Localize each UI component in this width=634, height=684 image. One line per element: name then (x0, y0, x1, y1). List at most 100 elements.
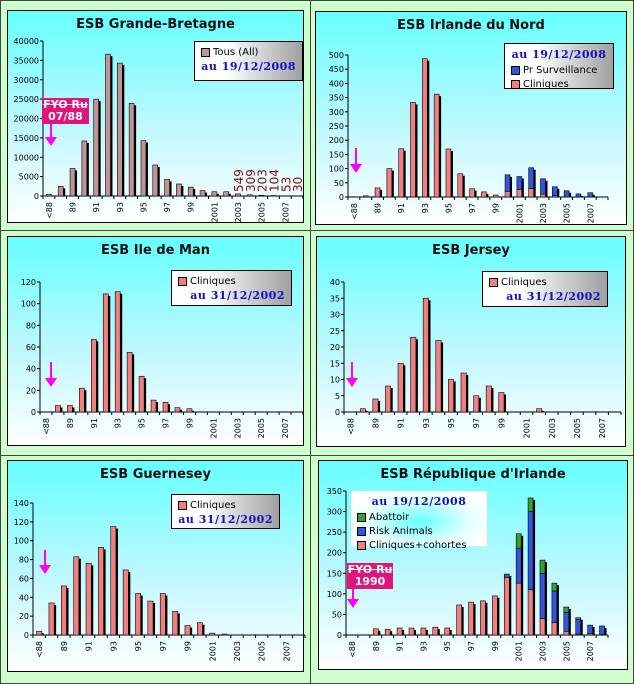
y-tick-label: 400 (329, 79, 344, 88)
arrow-head-icon (39, 565, 51, 574)
bar-89 (67, 405, 73, 413)
bar-2003 (539, 559, 546, 574)
bar-93 (117, 62, 123, 197)
bar-92 (105, 53, 111, 197)
x-tick-label: 2007 (282, 641, 291, 661)
chart-2: ESB Ile de Man 0 20 40 60 80 100 120 <88 89 91 93 95… (7, 236, 304, 446)
bar-2000 (503, 577, 510, 636)
bar-97 (473, 395, 480, 413)
legend: au 19/12/2008 Abattoir Risk Animals Cliniqu… (351, 491, 487, 551)
legend-item: Cliniques+cohortes (357, 538, 481, 552)
x-tick-label: 91 (85, 641, 94, 651)
legend-label: Cliniques (190, 275, 236, 287)
legend-swatch (511, 79, 520, 89)
bar-2000 (504, 191, 511, 198)
y-tick-label: 100 (21, 300, 36, 309)
bar-98 (481, 191, 487, 198)
bar-88 (57, 186, 64, 197)
y-tick-label: 0 (335, 408, 340, 417)
x-tick-label: 89 (371, 418, 380, 428)
legend-date: au 31/12/2002 (178, 513, 273, 526)
bar-95 (445, 148, 452, 198)
y-tick-label: 450 (329, 65, 344, 74)
arrow-head-icon (45, 137, 57, 146)
data-label: 549 (232, 169, 246, 192)
x-tick-label: 95 (138, 418, 147, 428)
x-tick-label: 99 (492, 203, 501, 213)
chart-3: ESB Jersey 0 5 10 15 20 25 30 35 40 <88 89 91 93 95 97 9… (316, 236, 626, 447)
chart-plot: 0 5000 10000 15000 20000 25000 30000 35000 40000… (14, 37, 306, 222)
chart-plot: 0 50 100 150 200 250 300 350 <88 89 91 93 95 97 99 2001… (327, 487, 609, 661)
chart-title: ESB Ile de Man (101, 243, 210, 258)
bar-2005 (258, 194, 265, 197)
x-tick-label: 2005 (563, 203, 572, 223)
x-tick-label: 2001 (208, 641, 217, 661)
bar-91 (90, 339, 97, 413)
bar-2001 (516, 176, 523, 190)
chart-plot: 0 20 40 60 80 100 120 140 <88 89 91 93 95 97 99 2001 200… (14, 499, 306, 661)
bar-2002 (527, 497, 534, 512)
fyo-annotation: FYO Ru 07/88 (42, 98, 89, 124)
annotation-line1: FYO Ru (347, 563, 393, 576)
y-tick-label: 500 (329, 51, 344, 60)
bar-2004 (551, 582, 558, 592)
bar-2000 (197, 622, 203, 636)
y-tick-label: 100 (14, 537, 29, 546)
y-tick-label: 0 (337, 631, 342, 640)
annotation-line2: 1990 (354, 575, 386, 588)
bar-97 (468, 601, 474, 636)
bar-2001 (515, 533, 522, 549)
bar-98 (485, 385, 492, 413)
y-tick-label: 35000 (14, 56, 39, 65)
bar-94 (128, 103, 135, 197)
bar-89 (61, 585, 67, 636)
y-tick-label: 60 (19, 574, 29, 583)
x-tick-label: 2003 (234, 202, 243, 222)
bar-2007 (587, 624, 593, 634)
arrow-head-icon (350, 164, 362, 173)
x-tick-label: 97 (162, 418, 171, 428)
x-tick-label: 2001 (210, 202, 219, 222)
bar-93 (114, 291, 121, 413)
bar-89 (372, 628, 379, 636)
bar-2004 (552, 186, 558, 196)
x-tick-label: 89 (69, 202, 78, 212)
y-tick-label: 0 (339, 193, 344, 202)
bar-2002 (528, 188, 534, 198)
bar-2003 (539, 572, 546, 619)
legend-date: au 19/12/2008 (371, 495, 467, 508)
bar-88 (362, 195, 369, 198)
x-tick-label: 93 (116, 202, 125, 212)
annotation-line1: FYO Ru (43, 98, 88, 111)
arrow-head-icon (346, 378, 358, 387)
legend-item: Pr Surveillance (511, 63, 607, 77)
legend-item: Cliniques (489, 275, 601, 289)
bar-96 (150, 399, 157, 413)
legend-label: Pr Surveillance (523, 64, 598, 76)
x-tick-label: 89 (60, 641, 69, 651)
y-tick-label: 0 (24, 631, 29, 640)
bar-2003 (540, 178, 546, 195)
x-tick-label: 93 (419, 641, 428, 651)
x-tick-label: 93 (422, 418, 431, 428)
x-tick-label: 89 (374, 203, 383, 213)
y-tick-label: 20 (26, 386, 36, 395)
legend-label: Cliniques (501, 276, 547, 288)
y-tick-label: 50 (334, 179, 344, 188)
y-tick-label: 20 (330, 343, 340, 352)
chart-5: ESB République d'Irlande 0 50 100 150 200 250 3… (318, 460, 628, 670)
bar-96 (147, 600, 154, 636)
bar-88 (359, 408, 366, 413)
x-tick-label: <88 (350, 203, 359, 220)
chart-0: ESB Grande-Bretagne 0 5000 10000 15000 20000 2… (7, 10, 306, 223)
bar-2000 (199, 190, 206, 197)
bar-2005 (563, 612, 570, 632)
bar-94 (433, 93, 440, 198)
x-tick-label: 2003 (548, 418, 557, 438)
bar-91 (397, 362, 404, 413)
bar-88 (48, 602, 55, 636)
bar-96 (456, 604, 462, 636)
chart-1: ESB Irlande du Nord 0 50 100 150 200 250 300 350… (315, 11, 627, 225)
x-tick-label: 97 (468, 203, 477, 213)
bar-89 (374, 187, 381, 198)
